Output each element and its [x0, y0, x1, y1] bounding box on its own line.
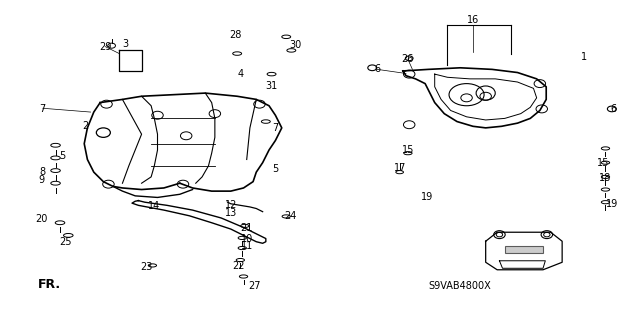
Text: 2: 2 [83, 121, 88, 131]
Text: 11: 11 [241, 241, 253, 251]
Text: 23: 23 [141, 262, 153, 272]
Text: FR.: FR. [38, 278, 61, 291]
Text: 20: 20 [35, 214, 48, 224]
Text: 22: 22 [232, 261, 244, 271]
Text: S9VAB4800X: S9VAB4800X [429, 281, 492, 291]
Text: 10: 10 [241, 234, 253, 243]
Text: 6: 6 [610, 104, 616, 114]
Text: 9: 9 [38, 175, 45, 185]
Text: 4: 4 [237, 69, 243, 79]
Text: 31: 31 [266, 81, 278, 91]
Text: 5: 5 [272, 164, 278, 174]
Text: 24: 24 [284, 211, 296, 221]
Text: 14: 14 [148, 201, 161, 211]
Text: 28: 28 [230, 30, 242, 40]
Text: 16: 16 [467, 15, 479, 25]
Text: 27: 27 [248, 281, 260, 291]
Text: 13: 13 [225, 208, 237, 218]
Bar [505, 246, 543, 253]
Text: 19: 19 [605, 199, 618, 209]
Text: 7: 7 [40, 104, 46, 114]
Text: 7: 7 [272, 123, 278, 133]
Text: 1: 1 [581, 52, 588, 62]
Text: 17: 17 [394, 163, 406, 173]
Text: 25: 25 [59, 237, 72, 247]
Text: 21: 21 [240, 223, 252, 234]
Text: 3: 3 [123, 39, 129, 49]
Text: 15: 15 [402, 145, 414, 155]
Text: 26: 26 [402, 54, 414, 64]
Text: 19: 19 [421, 192, 433, 202]
Text: 15: 15 [597, 158, 610, 168]
Text: 12: 12 [225, 200, 237, 210]
Text: 6: 6 [374, 64, 380, 74]
Text: 5: 5 [59, 151, 65, 161]
Text: 29: 29 [99, 41, 111, 52]
Text: 30: 30 [290, 40, 302, 50]
Text: 8: 8 [40, 167, 46, 177]
Text: 18: 18 [599, 174, 612, 183]
